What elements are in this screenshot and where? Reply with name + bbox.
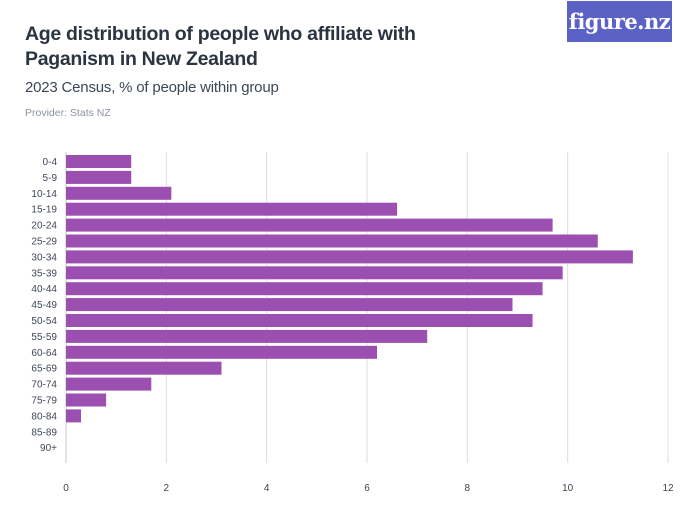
category-labels: 0-4 5-9 10-14 15-19 20-24 25-29 30-34 35-39 40-4… [31, 157, 57, 454]
category-label: 15-19 [31, 205, 57, 216]
bar-45-49[interactable] [66, 298, 513, 312]
chart-subtitle: 2023 Census, % of people within group [25, 79, 279, 96]
category-label: 55-59 [31, 332, 57, 343]
x-tick-label: 10 [562, 483, 574, 494]
category-label: 60-64 [31, 348, 57, 359]
category-label: 30-34 [31, 252, 57, 263]
category-label: 90+ [40, 443, 57, 454]
bar-25-29[interactable] [66, 234, 598, 248]
bar-60-64[interactable] [66, 345, 378, 359]
x-tick-label: 2 [164, 483, 170, 494]
bar-50-54[interactable] [66, 314, 533, 327]
figure-nz-logo[interactable]: figure.nz [567, 1, 672, 42]
x-tick-label: 0 [63, 483, 69, 494]
x-tick-label: 4 [264, 483, 270, 494]
x-tick-labels: 0 2 4 6 8 10 12 [63, 483, 674, 494]
bar-70-74[interactable] [66, 377, 152, 391]
category-label: 75-79 [31, 396, 57, 407]
bar-40-44[interactable] [66, 282, 543, 296]
bar-65-69[interactable] [66, 361, 222, 375]
bar-55-59[interactable] [66, 329, 428, 343]
category-label: 25-29 [31, 237, 57, 248]
chart-title: Age distribution of people who affiliate… [25, 23, 416, 70]
x-tick-label: 8 [465, 483, 471, 494]
bar-5-9[interactable] [66, 170, 132, 184]
category-label: 0-4 [43, 157, 58, 168]
bar-15-19[interactable] [66, 202, 398, 216]
bar-30-34[interactable] [66, 250, 633, 264]
category-label: 40-44 [31, 284, 57, 295]
bar-80-84[interactable] [66, 409, 82, 423]
bar-75-79[interactable] [66, 393, 107, 407]
category-label: 45-49 [31, 300, 57, 311]
category-label: 80-84 [31, 411, 57, 422]
category-label: 85-89 [31, 427, 57, 438]
category-label: 20-24 [31, 221, 57, 232]
category-label: 65-69 [31, 364, 57, 375]
x-tick-label: 12 [662, 483, 674, 494]
bar-0-4[interactable] [66, 155, 132, 168]
category-label: 70-74 [31, 380, 57, 391]
category-label: 10-14 [31, 189, 57, 200]
x-tick-label: 6 [364, 483, 370, 494]
bar-20-24[interactable] [66, 218, 553, 232]
bar-10-14[interactable] [66, 186, 172, 200]
provider-note: Provider: Stats NZ [25, 107, 111, 119]
bar-35-39[interactable] [66, 266, 563, 280]
category-label: 35-39 [31, 268, 57, 279]
category-label: 5-9 [43, 173, 58, 184]
bars [66, 155, 633, 423]
category-label: 50-54 [31, 316, 57, 327]
